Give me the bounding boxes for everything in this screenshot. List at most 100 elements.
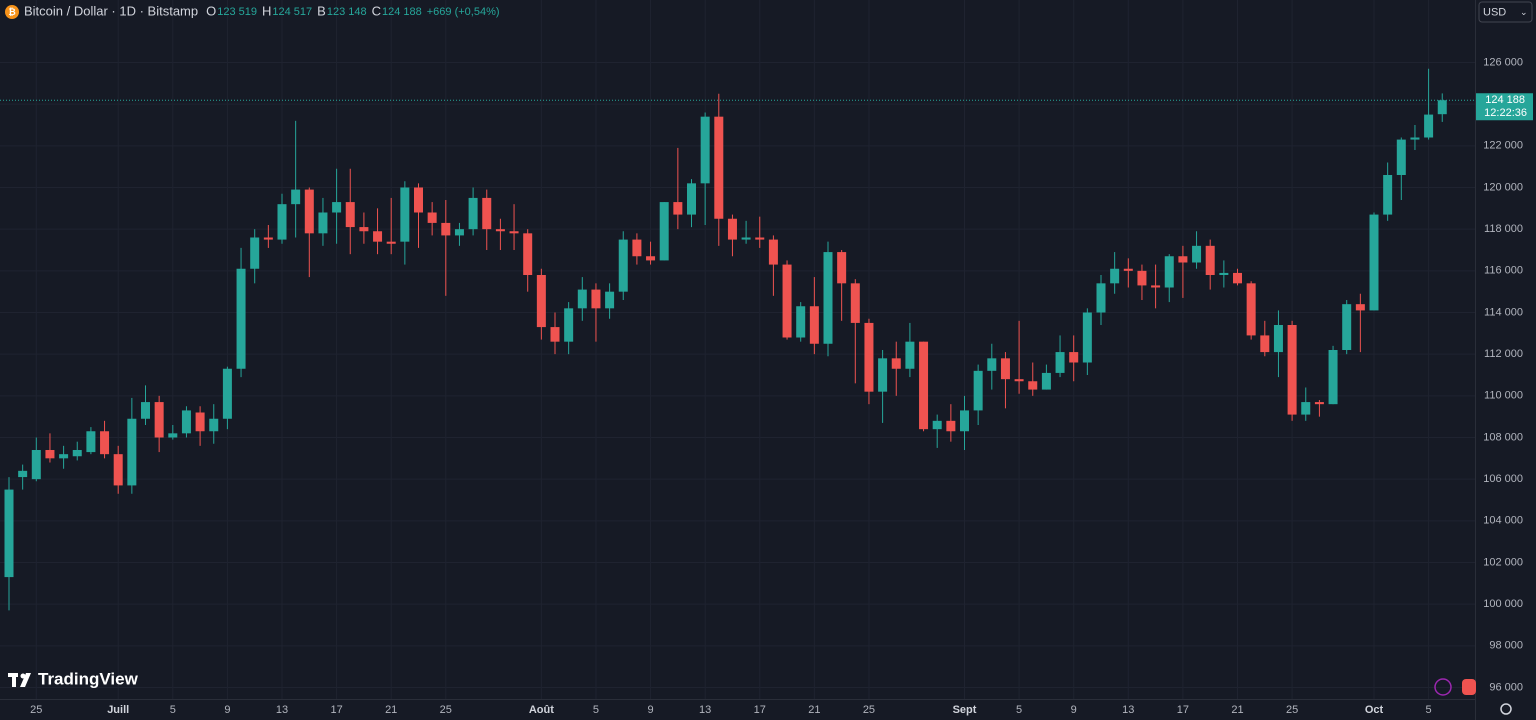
candle-body: [1055, 352, 1065, 373]
candle-body: [1151, 285, 1161, 288]
candle-body: [905, 341, 915, 369]
candle-body: [1301, 402, 1311, 415]
candle-body: [482, 197, 492, 230]
candle-body: [495, 229, 505, 232]
ohlc-label: C: [372, 3, 381, 18]
candle-body: [1110, 268, 1120, 284]
candle-body: [1028, 381, 1038, 390]
candle-body: [1410, 137, 1420, 140]
candle-body: [154, 402, 164, 438]
x-tick-label: 17: [330, 704, 342, 716]
candle-body: [1205, 245, 1215, 275]
x-tick-label: 25: [440, 704, 452, 716]
y-tick-label: 106 000: [1483, 473, 1523, 485]
candle-body: [386, 241, 396, 244]
ohlc-value: 124 188: [382, 6, 422, 18]
currency-caret[interactable]: ⌄: [1520, 7, 1528, 17]
candle-body: [141, 402, 150, 419]
candle-body: [714, 116, 724, 219]
candle-body: [263, 237, 273, 240]
candles: [0, 68, 1475, 611]
candle-body: [1123, 268, 1133, 271]
candle-body: [837, 252, 847, 284]
y-tick-label: 102 000: [1483, 556, 1523, 568]
candle-body: [4, 489, 14, 578]
candle-body: [987, 358, 997, 371]
candle-body: [919, 341, 929, 430]
y-tick-label: 110 000: [1484, 390, 1523, 402]
candle-body: [222, 368, 232, 419]
candle-body: [1137, 270, 1147, 286]
candle-body: [332, 202, 342, 213]
candle-body: [345, 202, 355, 228]
x-tick-label: 21: [808, 704, 820, 716]
x-tick-label: 21: [1231, 704, 1243, 716]
x-tick-label: 25: [1286, 704, 1298, 716]
candle-body: [45, 450, 55, 459]
x-tick-label: Sept: [953, 704, 977, 716]
logo-mark: [12, 673, 16, 687]
candle-body: [468, 197, 478, 230]
candle-body: [1437, 100, 1447, 115]
x-tick-label: 9: [224, 704, 230, 716]
x-tick-label: 13: [699, 704, 711, 716]
news-icon[interactable]: [1462, 679, 1476, 695]
x-tick-label: Juill: [107, 704, 129, 716]
candle-body: [727, 218, 737, 240]
alert-icon[interactable]: [1434, 678, 1452, 696]
candle-body: [1328, 350, 1338, 405]
x-tick-label: 25: [30, 704, 42, 716]
x-tick-label: Août: [529, 704, 554, 716]
logo-text: TradingView: [38, 669, 139, 688]
candle-body: [782, 264, 792, 338]
countdown: 12:22:36: [1484, 107, 1527, 119]
ohlc-value: 123 519: [217, 6, 257, 18]
x-tick-label: Oct: [1365, 704, 1384, 716]
settings-icon[interactable]: [1500, 703, 1512, 715]
x-tick-label: 17: [754, 704, 766, 716]
y-tick-label: 126 000: [1483, 56, 1523, 68]
candle-body: [850, 283, 860, 323]
candle-body: [304, 189, 314, 234]
candle-body: [181, 410, 191, 434]
candle-body: [1314, 402, 1324, 405]
y-tick-label: 112 000: [1484, 348, 1523, 360]
candle-body: [687, 183, 696, 215]
candle-body: [591, 289, 601, 309]
logo: TradingView: [8, 669, 139, 688]
candle-body: [605, 291, 615, 309]
y-tick-label: 122 000: [1483, 140, 1523, 152]
x-tick-label: 9: [1071, 704, 1077, 716]
candle-body: [441, 222, 451, 236]
ohlc-label: O: [206, 3, 216, 18]
candle-body: [564, 308, 574, 342]
candle-body: [454, 229, 464, 236]
y-tick-label: 120 000: [1483, 181, 1523, 193]
candle-body: [700, 116, 710, 184]
candle-body: [195, 412, 205, 432]
x-tick-label: 25: [863, 704, 875, 716]
candle-body: [1246, 283, 1256, 336]
x-tick-label: 5: [1426, 704, 1432, 716]
ohlc-value: 123 148: [327, 6, 367, 18]
candle-body: [755, 237, 765, 240]
candle-body: [59, 454, 69, 459]
candle-body: [523, 233, 533, 275]
candle-body: [100, 431, 110, 455]
currency[interactable]: USD: [1483, 6, 1506, 18]
candle-body: [1069, 352, 1079, 363]
y-tick-label: 96 000: [1489, 681, 1523, 693]
candle-body: [277, 204, 287, 240]
logo-mark: [20, 673, 31, 687]
candle-body: [168, 433, 178, 438]
currency-box[interactable]: [1478, 1, 1533, 23]
candle-body: [823, 252, 833, 344]
candle-body: [1396, 139, 1406, 175]
candle-body: [1369, 214, 1379, 311]
candle-body: [973, 370, 983, 411]
ohlc-label: B: [317, 3, 326, 18]
candle-body: [318, 212, 328, 234]
candle-body: [632, 239, 642, 257]
y-tick-label: 100 000: [1483, 598, 1523, 610]
